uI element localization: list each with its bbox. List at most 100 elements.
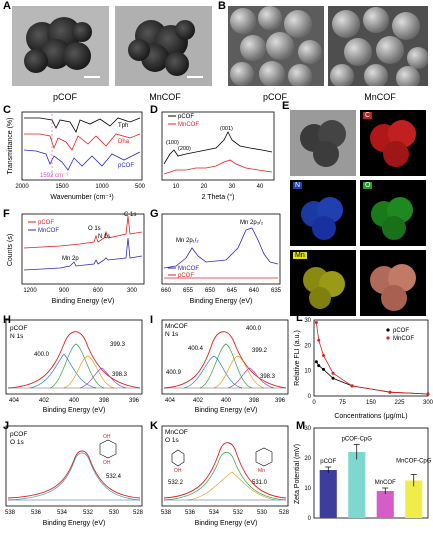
eds-map-mn: Mn [290,250,356,316]
k-title-2: O 1s [165,437,179,444]
i-tick-4: 396 [275,398,286,404]
xrd-peak-200: (200) [178,146,191,152]
k-tick-4: 530 [257,510,268,516]
ftir-tick-2: 1000 [95,184,109,190]
ftir-tick-3: 500 [135,184,146,190]
k-tick-1: 536 [185,510,196,516]
xrd-pcof-curve [163,131,273,165]
fli-point-pCOF-2 [322,367,325,371]
ftir-label-tph: Tph [118,123,128,129]
ftir-dha-curve [24,133,141,151]
eds-map-c: C [360,110,426,176]
fli-chart: 0 75 150 225 300 0 10 20 30 pCOF MnCOF Concentrat… [294,318,433,420]
eds-label-c: C [363,112,373,119]
j-value-0: 532.4 [106,474,122,480]
i-value-1: 400.0 [246,326,262,332]
panel-k-letter: K [150,420,158,432]
k-tick-5: 528 [279,510,290,516]
fli-xtick-0: 0 [312,400,316,406]
eds-map-o: O [360,180,426,246]
i-xlabel: Binding Energy (eV) [195,407,258,414]
xrd-plot: pCOF MnCOF (100) (200) (001) 10 20 30 40… [161,111,275,201]
k-tick-2: 534 [209,510,220,516]
i-title-2: N 1s [165,331,179,338]
zeta-chart: 0 10 20 30 pCOF pCOF-CpG MnCOF MnCOF-CpG Zeta … [294,426,432,522]
xrd-tick-3: 40 [257,184,264,190]
survey-xlabel: Binding Energy (eV) [52,298,115,305]
xps-n1s-pcof-plot: pCOF N 1s 400.0 399.3 398.3 404 402 400 … [5,319,143,414]
fli-point-pCOF-3 [331,376,335,380]
j-title-1: pCOF [10,431,27,438]
ftir-label-dha: Dha [118,139,130,145]
fli-legend-0: pCOF [393,328,409,334]
fli-ytick-0: 0 [308,394,312,400]
xrd-legend-mncof: MnCOF [178,122,199,128]
svg-text:OH: OH [174,468,182,474]
panel-a-letter: A [3,0,11,12]
zeta-label-1: pCOF-CpG [342,437,373,443]
i-value-3: 400.9 [166,370,182,376]
j-tick-1: 536 [31,510,42,516]
xrd-legend-pcof: pCOF [178,114,194,120]
j-tick-4: 530 [109,510,120,516]
k-tick-0: 538 [161,510,172,516]
survey-peak-n1s: N 1s [98,234,110,240]
zeta-label-3: MnCOF-CpG [396,459,432,465]
j-structure [99,439,117,459]
zeta-ytick-1: 10 [304,486,311,492]
xps-survey-plot: pCOF MnCOF C 1s O 1s N 1s Mn 2p 1200 900… [7,212,145,305]
fli-xtick-2: 150 [366,400,377,406]
i-tick-1: 402 [193,398,204,404]
xrd-tick-0: 10 [173,184,180,190]
zeta-ytick-2: 20 [304,456,311,462]
j-title-2: O 1s [10,439,24,446]
fli-point-MnCOF-4 [350,384,354,388]
j-tick-2: 534 [57,510,68,516]
zeta-label-2: MnCOF [375,480,396,486]
h-value-0: 400.0 [34,352,50,358]
i-title-1: MnCOF [165,323,188,330]
mn2p-legend-pcof: pCOF [178,273,194,279]
zeta-bar-2 [376,491,394,518]
mn2p-xlabel: Binding Energy (eV) [190,298,253,305]
zeta-ytick-3: 30 [304,426,311,432]
i-value-2: 399.2 [252,348,268,354]
zeta-bar-3 [405,480,423,518]
caption-a-mncof: MnCOF [149,92,181,102]
fli-ylabel: Relative FLI (a.u.) [294,330,301,386]
h-value-2: 398.3 [112,372,128,378]
k-structure [171,447,273,467]
h-value-1: 399.3 [110,342,126,348]
ftir-plot: Tph Dha pCOF 1592 cm⁻¹ 2000 1500 1000 50… [7,111,146,201]
survey-mncof-curve [23,237,143,271]
ftir-label-peak: 1592 cm⁻¹ [40,173,68,179]
tem-image-mncof [115,6,212,86]
survey-legend-mncof: MnCOF [38,228,59,234]
mn2p-tick-2: 650 [205,288,216,294]
xrd-peak-001: (001) [220,126,233,132]
h-tick-3: 398 [99,398,110,404]
panel-l-letter: L [296,312,303,324]
fli-point-pCOF-0 [314,360,318,364]
xrd-peak-100: (100) [166,140,179,146]
k-title-1: MnCOF [165,429,188,436]
xrd-tick-1: 20 [201,184,208,190]
eds-label-mn: Mn [293,252,307,259]
j-tick-3: 532 [83,510,94,516]
mn2p-tick-0: 660 [161,288,172,294]
xps-o1s-mncof-plot: MnCOF O 1s OH Mn 532.2 531.0 538 536 534… [161,425,290,527]
fli-xtick-3: 225 [394,400,405,406]
panel-c-letter: C [3,104,11,116]
mn2p-mncof-curve [163,227,279,269]
fli-ytick-3: 30 [304,318,311,324]
panel-g-letter: G [150,208,159,220]
survey-pcof-curve [23,215,143,249]
survey-peak-mn2p: Mn 2p [62,256,79,262]
panel-i-letter: I [150,314,154,326]
eds-tem-image [290,110,356,176]
k-tick-3: 532 [233,510,244,516]
panel-m-letter: M [296,420,306,432]
caption-b-mncof: MnCOF [364,92,396,102]
i-value-0: 400.4 [188,346,204,352]
fli-point-MnCOF-1 [317,338,321,342]
